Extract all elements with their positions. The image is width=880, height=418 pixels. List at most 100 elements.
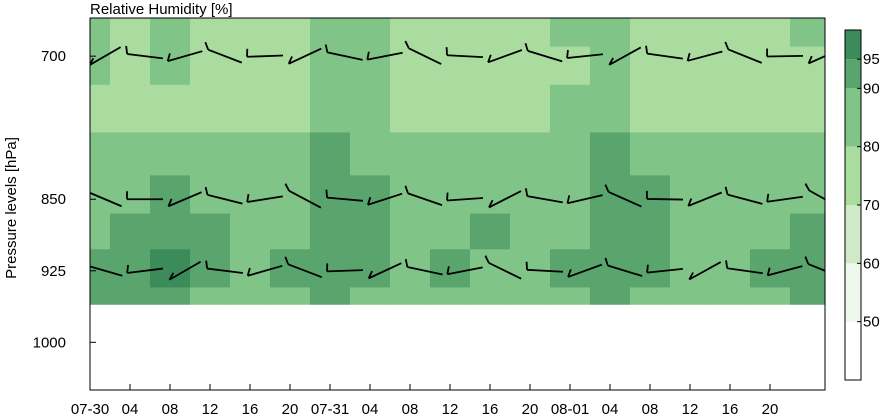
heatmap-cell [430, 18, 471, 48]
heatmap-cell [430, 175, 471, 215]
heatmap-cell [390, 249, 431, 289]
wind-barb [126, 264, 163, 274]
heatmap-cell [350, 249, 391, 289]
heatmap-cell [470, 287, 511, 305]
x-tick-label: 12 [202, 401, 219, 418]
heatmap-cell [670, 213, 711, 250]
x-tick-label: 20 [522, 401, 539, 418]
wind-barb [445, 47, 484, 58]
heatmap-cell [270, 84, 311, 134]
wind-barb [524, 188, 563, 204]
y-axis-title: Pressure levels [hPa] [3, 137, 20, 279]
wind-barb [446, 266, 483, 276]
heatmap-cell [630, 249, 671, 289]
heatmap-cell [510, 132, 551, 176]
heatmap-cell [790, 18, 825, 48]
heatmap-cell [390, 132, 431, 176]
wind-barb [566, 49, 603, 59]
y-tick-label: 1000 [33, 334, 66, 351]
wind-barb [446, 192, 484, 202]
heatmap-cell [590, 249, 631, 289]
heatmap-cell [790, 175, 825, 215]
heatmap-cell [430, 46, 471, 86]
heatmap-cell [390, 46, 431, 86]
heatmap-cell [550, 46, 591, 86]
heatmap-cell [190, 213, 231, 250]
heatmap-cell [110, 249, 151, 289]
colorbar-swatch [845, 30, 861, 60]
heatmap-cell [390, 18, 431, 48]
heatmap-cell [630, 213, 671, 250]
colorbar-label: 80 [863, 139, 880, 156]
x-tick-label: 20 [762, 401, 779, 418]
wind-barb [724, 41, 763, 64]
heatmap-cell [790, 84, 825, 134]
heatmap-cell [470, 18, 511, 48]
wind-barb [90, 265, 123, 277]
heatmap-cell [790, 213, 825, 250]
wind-barb [284, 183, 322, 209]
wind-barb [645, 45, 683, 60]
heatmap-cell [90, 287, 111, 305]
heatmap-cell [710, 132, 751, 176]
wind-barb [284, 256, 323, 279]
heatmap-cell [190, 132, 231, 176]
heatmap-cell [110, 46, 151, 86]
heatmap-cell [550, 249, 591, 289]
heatmap-cell [230, 18, 271, 48]
wind-barb [125, 45, 163, 60]
x-tick-label: 08 [402, 401, 419, 418]
wind-barb [604, 257, 643, 277]
wind-barb [687, 191, 723, 207]
heatmap-cell [550, 175, 591, 215]
heatmap-cell [110, 175, 151, 215]
heatmap-cell [350, 287, 391, 305]
heatmap-cell [470, 175, 511, 215]
heatmap-cell [710, 84, 751, 134]
heatmap-cell [510, 287, 551, 305]
wind-barb [766, 193, 803, 203]
wind-barb [686, 50, 723, 62]
heatmap-cell [670, 132, 711, 176]
heatmap-cell [630, 132, 671, 176]
heatmap-cell [590, 287, 631, 305]
heatmap-cell [750, 46, 791, 86]
heatmap-cell [750, 84, 791, 134]
heatmap-cell [390, 84, 431, 134]
heatmap-cell [90, 213, 111, 250]
heatmap-cell [630, 287, 671, 305]
heatmap-cell [550, 18, 591, 48]
heatmap-cell [110, 132, 151, 176]
wind-barb [724, 186, 763, 205]
heatmap-cell [430, 213, 471, 250]
x-tick-label: 04 [122, 401, 139, 418]
colorbar-swatch [845, 263, 861, 322]
heatmap-cell [270, 18, 311, 48]
colorbar: 50 60 70 80 90 95 [844, 29, 880, 381]
wind-barb [204, 41, 243, 64]
wind-barb [324, 44, 363, 61]
heatmap-cell [310, 84, 351, 134]
wind-barb [246, 48, 284, 58]
colorbar-swatch [845, 205, 861, 264]
heatmap-cell [270, 46, 311, 86]
wind-barb [566, 194, 603, 205]
heatmap-cell [270, 249, 311, 289]
heatmap-cell [590, 18, 631, 48]
x-tick-label: 16 [242, 401, 259, 418]
colorbar-swatch [845, 321, 861, 380]
heatmap-cell [230, 132, 271, 176]
y-axis: 700 850 925 1000 [33, 48, 96, 351]
wind-barb [766, 265, 803, 277]
heatmap-cell [390, 213, 431, 250]
wind-barb [325, 189, 364, 202]
colorbar-label: 90 [863, 80, 880, 97]
heatmap-cell [470, 84, 511, 134]
heatmap-cell [430, 132, 471, 176]
wind-barb [205, 260, 243, 274]
heatmap-cell [150, 287, 191, 305]
wind-barb [484, 255, 522, 280]
heatmap-cell [90, 175, 111, 215]
heatmap-cell [270, 213, 311, 250]
heatmap-cell [670, 46, 711, 86]
